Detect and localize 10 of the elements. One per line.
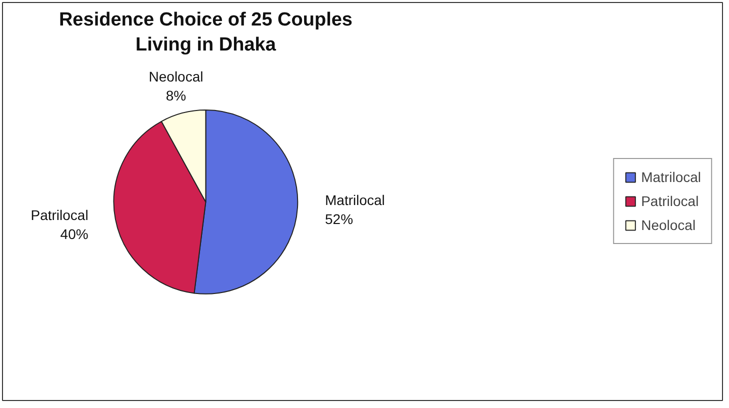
legend-label: Patrilocal <box>641 193 699 209</box>
slice-label: Matrilocal <box>325 192 385 208</box>
data-label: 8% <box>166 88 186 104</box>
slice-label: Neolocal <box>148 68 204 85</box>
chart-title: Residence Choice of 25 Couples Living in Dhaka <box>58 9 352 56</box>
data-label: 52% <box>325 211 354 228</box>
slice-label: Patrilocal <box>30 206 88 223</box>
legend-label: Neolocal <box>641 217 696 233</box>
legend-label: Matrilocal <box>641 169 701 185</box>
data-label: 40% <box>60 226 88 242</box>
